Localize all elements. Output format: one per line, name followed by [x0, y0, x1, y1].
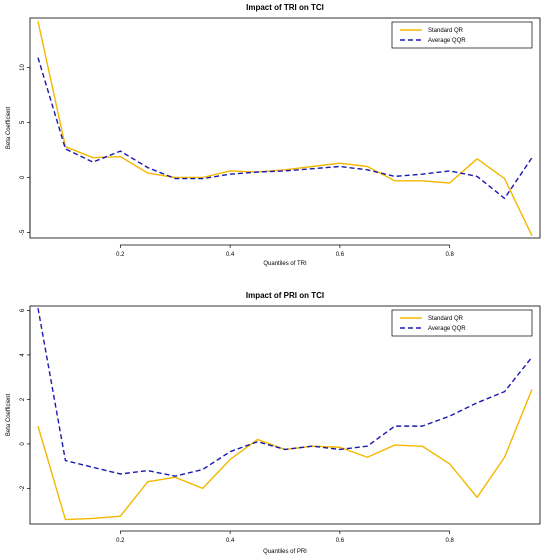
chart-tri-on-tci: Impact of TRI on TCI 0.2 0.4 0.6 0.8 Quantile… [6, 3, 541, 267]
x-axis-label: Quantiles of TRI [263, 261, 307, 267]
x-tick-label: 0.8 [445, 538, 454, 544]
legend-label: Standard QR [428, 28, 464, 34]
y-axis-label: Beta Coefficient [6, 394, 12, 437]
y-tick-label: 6 [20, 308, 26, 312]
y-axis-label: Beta Coefficient [6, 107, 12, 150]
legend-label: Average QQR [428, 326, 466, 332]
y-tick-label: 5 [20, 120, 26, 124]
average-qqr-line [37, 308, 533, 477]
average-qqr-line [37, 57, 533, 200]
y-tick-label: -2 [20, 485, 26, 491]
legend-box [391, 21, 533, 49]
x-tick-label: 0.6 [336, 538, 345, 544]
y-tick-label: 10 [20, 64, 26, 71]
y-tick-label: 2 [20, 397, 26, 401]
chart-title: Impact of TRI on TCI [246, 3, 324, 12]
y-tick-label: -5 [20, 229, 26, 235]
y-tick-label: 0 [20, 175, 26, 179]
legend-label: Average QQR [428, 38, 466, 44]
x-tick-label: 0.2 [116, 252, 125, 258]
x-tick-label: 0.8 [445, 252, 454, 258]
plot-frame [29, 17, 541, 239]
x-tick-label: 0.6 [336, 252, 345, 258]
chart-title: Impact of PRI on TCI [246, 291, 324, 300]
legend-label: Standard QR [428, 316, 464, 322]
legend-box [391, 309, 533, 337]
chart-pri-on-tci: Impact of PRI on TCI 0.2 0.4 0.6 0.8 Quantile… [6, 291, 541, 555]
plot-frame [29, 305, 541, 525]
x-tick-label: 0.2 [116, 538, 125, 544]
x-tick-label: 0.4 [226, 538, 235, 544]
standard-qr-line [37, 21, 533, 237]
x-axis-label: Quantiles of PRI [263, 549, 307, 555]
standard-qr-line [37, 389, 533, 521]
x-tick-label: 0.4 [226, 252, 235, 258]
y-tick-label: 4 [20, 353, 26, 357]
y-tick-label: 0 [20, 442, 26, 446]
